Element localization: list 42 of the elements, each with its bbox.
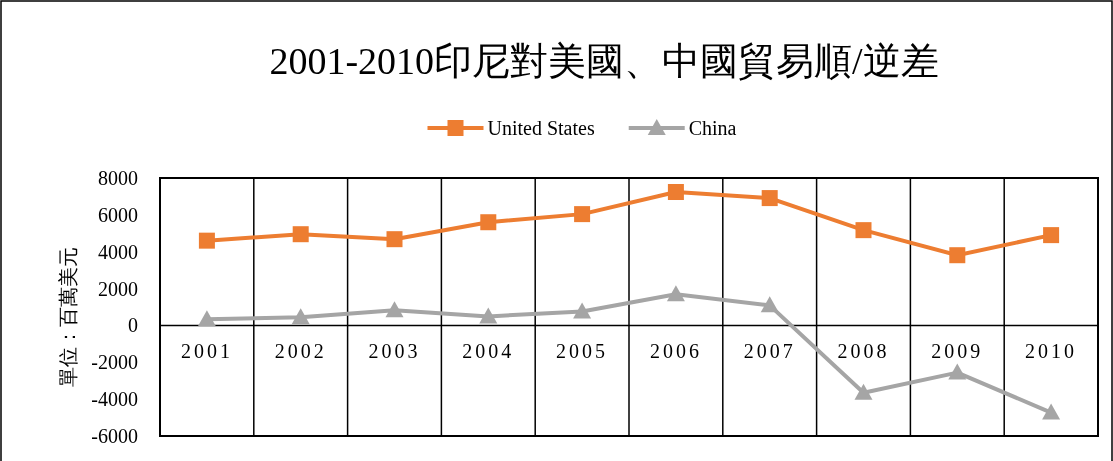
point [386,231,403,248]
point [666,285,685,302]
point [385,301,404,318]
y-tick-label: 6000 [98,203,138,226]
point [949,247,966,264]
chart-title: 2001-2010印尼對美國、中國貿易順/逆差 [269,40,939,82]
point [854,383,873,400]
x-tick-label: 2002 [274,340,327,363]
point [855,222,872,239]
point [291,308,310,325]
point [667,184,684,201]
legend-label: China [688,117,737,139]
point [573,302,592,319]
y-tick-label: -2000 [91,351,138,374]
point [948,363,967,380]
y-tick-label: 8000 [98,167,138,189]
x-tick-label: 2006 [649,340,702,363]
x-tick-label: 2010 [1025,340,1078,363]
point [761,190,778,207]
y-tick-label: 4000 [98,240,138,263]
legend-label: United States [487,117,595,139]
y-tick-label: 2000 [98,277,138,300]
x-tick-label: 2007 [743,340,796,363]
y-axis-title: 單位：百萬美元 [57,247,79,387]
point [574,206,591,223]
x-tick-label: 2004 [462,340,515,363]
y-tick-label: -6000 [91,425,138,447]
x-tick-label: 2005 [556,340,609,363]
y-tick-label: 0 [128,314,138,337]
point [480,214,497,231]
point [1043,227,1060,244]
x-tick-label: 2009 [931,340,984,363]
x-tick-label: 2008 [837,340,890,363]
x-tick-label: 2003 [368,340,421,363]
x-tick-label: 2001 [180,340,233,363]
point [479,307,498,324]
point [760,296,779,313]
point [292,226,309,243]
y-tick-label: -4000 [91,388,138,411]
point [198,232,215,249]
point [1042,403,1061,420]
point [197,310,216,327]
